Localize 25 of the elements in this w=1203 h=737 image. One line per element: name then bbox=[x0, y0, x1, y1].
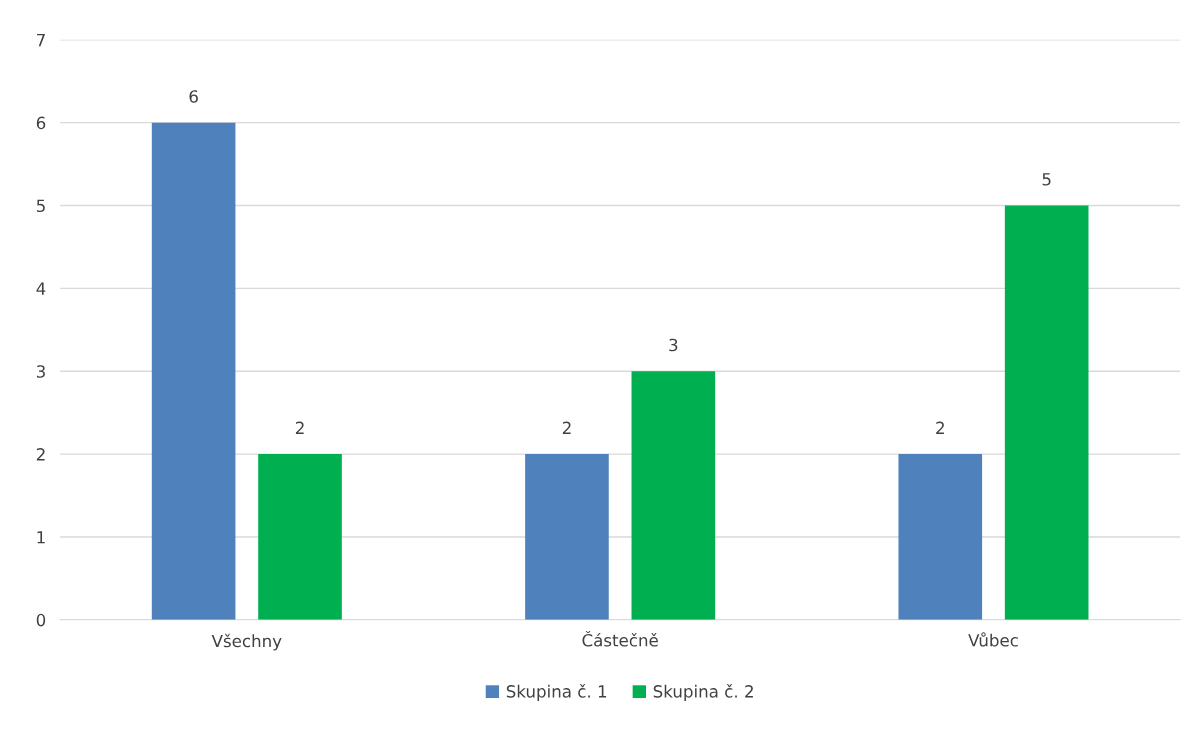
y-tick-label: 2 bbox=[36, 448, 45, 461]
y-tick-label: 0 bbox=[36, 613, 46, 627]
y-tick-label: 3 bbox=[36, 365, 45, 378]
bar bbox=[151, 122, 236, 620]
y-tick-label: 6 bbox=[36, 116, 46, 130]
data-label: 6 bbox=[189, 90, 198, 103]
x-tick-label: Všechny bbox=[211, 633, 282, 651]
data-label: 2 bbox=[562, 421, 571, 434]
y-tick-label: 4 bbox=[36, 282, 46, 295]
bar bbox=[525, 454, 609, 620]
y-tick-label: 1 bbox=[37, 531, 45, 544]
y-tick-label: 5 bbox=[36, 199, 45, 213]
data-label: 2 bbox=[936, 421, 944, 434]
x-tick-label: Částečně bbox=[582, 630, 658, 647]
bar bbox=[258, 454, 342, 620]
legend-label: Skupina č. 1 bbox=[506, 684, 607, 701]
data-label: 5 bbox=[1042, 173, 1051, 186]
bar bbox=[1004, 205, 1089, 620]
data-label: 3 bbox=[669, 338, 678, 352]
bar bbox=[631, 371, 716, 620]
data-label: 2 bbox=[295, 421, 304, 434]
x-tick-label: Vůbec bbox=[968, 632, 1018, 647]
y-tick-label: 7 bbox=[37, 33, 45, 47]
bar bbox=[898, 454, 983, 620]
legend-label: Skupina č. 2 bbox=[653, 684, 753, 701]
